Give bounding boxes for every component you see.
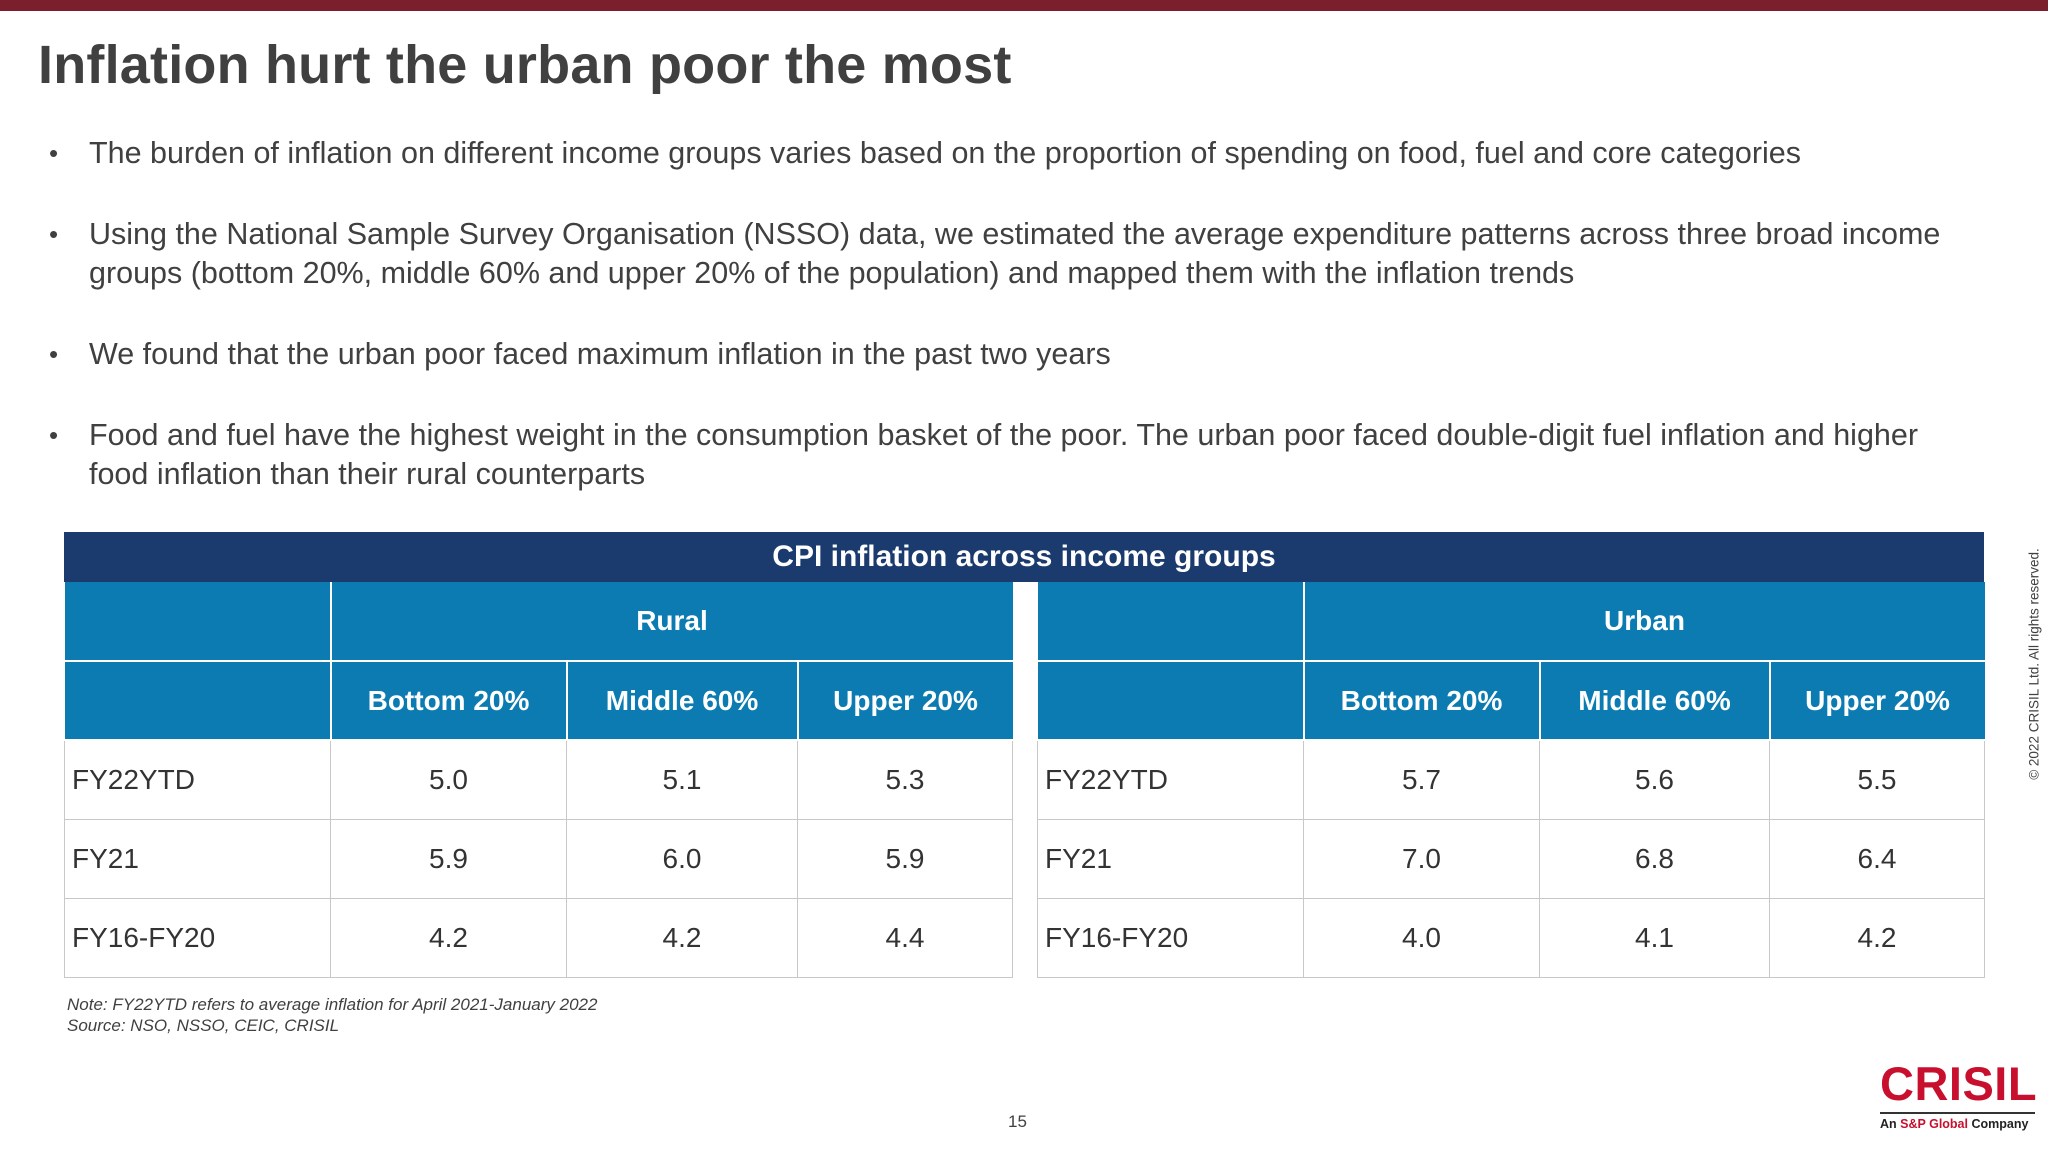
table-row: FY22YTD 5.7 5.6 5.5 (1037, 739, 1985, 820)
value-cell: 4.2 (330, 897, 567, 978)
value-cell: 5.1 (566, 739, 798, 820)
value-cell: 5.5 (1769, 739, 1985, 820)
crisil-logo: CRISIL An S&P Global Company (1880, 1057, 2038, 1131)
value-cell: 5.7 (1303, 739, 1540, 820)
rural-group-header: Rural (330, 582, 1013, 662)
bullet-text: Food and fuel have the highest weight in… (89, 418, 1919, 491)
bullet-text: We found that the urban poor faced maxim… (89, 337, 1111, 371)
period-cell: FY16-FY20 (64, 897, 331, 978)
value-cell: 6.8 (1539, 818, 1770, 899)
table-row: FY21 7.0 6.8 6.4 (1037, 818, 1985, 899)
rural-table: Rural Bottom 20% Middle 60% Upper 20% FY… (64, 582, 1013, 978)
table-row: FY16-FY20 4.0 4.1 4.2 (1037, 897, 1985, 978)
value-cell: 5.0 (330, 739, 567, 820)
footnote: Note: FY22YTD refers to average inflatio… (67, 994, 597, 1036)
value-cell: 5.3 (797, 739, 1013, 820)
column-header: Bottom 20% (1303, 661, 1541, 741)
value-cell: 4.1 (1539, 897, 1770, 978)
source-text: Source: NSO, NSSO, CEIC, CRISIL (67, 1016, 340, 1035)
value-cell: 4.0 (1303, 897, 1540, 978)
logo-wordmark: CRISIL (1880, 1057, 2038, 1110)
bullet-icon (49, 215, 58, 254)
period-cell: FY22YTD (1037, 739, 1304, 820)
copyright-notice: © 2022 CRISIL Ltd. All rights reserved. (2026, 548, 2042, 780)
table-title: CPI inflation across income groups (64, 532, 1984, 582)
column-header: Upper 20% (1769, 661, 1985, 741)
value-cell: 5.9 (330, 818, 567, 899)
value-cell: 4.2 (566, 897, 798, 978)
column-header: Upper 20% (797, 661, 1013, 741)
period-cell: FY22YTD (64, 739, 331, 820)
column-header: Middle 60% (1539, 661, 1771, 741)
header-blank (64, 661, 332, 741)
urban-group-header: Urban (1303, 582, 1985, 662)
table-row: FY22YTD 5.0 5.1 5.3 (64, 739, 1013, 820)
bullet-text: The burden of inflation on different inc… (89, 136, 1801, 170)
bullet-item: Using the National Sample Survey Organis… (40, 215, 1970, 293)
logo-tagline: An S&P Global Company (1880, 1117, 2029, 1131)
bullet-icon (49, 416, 58, 455)
page-number: 15 (1008, 1112, 1027, 1131)
note-text: Note: FY22YTD refers to average inflatio… (67, 995, 598, 1014)
bullet-text: Using the National Sample Survey Organis… (89, 217, 1941, 290)
header-blank (64, 582, 332, 662)
top-accent-bar (0, 0, 2048, 11)
value-cell: 7.0 (1303, 818, 1540, 899)
column-header: Bottom 20% (330, 661, 568, 741)
value-cell: 5.9 (797, 818, 1013, 899)
value-cell: 6.0 (566, 818, 798, 899)
value-cell: 4.2 (1769, 897, 1985, 978)
bullet-item: The burden of inflation on different inc… (40, 134, 1970, 173)
value-cell: 4.4 (797, 897, 1013, 978)
table-row: FY21 5.9 6.0 5.9 (64, 818, 1013, 899)
bullet-icon (49, 335, 58, 374)
bullet-item: We found that the urban poor faced maxim… (40, 335, 1970, 374)
header-blank (1037, 661, 1305, 741)
header-blank (1037, 582, 1305, 662)
logo-divider (1880, 1112, 2035, 1114)
period-cell: FY21 (64, 818, 331, 899)
period-cell: FY16-FY20 (1037, 897, 1304, 978)
bullet-list: The burden of inflation on different inc… (40, 134, 1970, 536)
column-header: Middle 60% (566, 661, 799, 741)
bullet-icon (49, 134, 58, 173)
urban-table: Urban Bottom 20% Middle 60% Upper 20% FY… (1037, 582, 1985, 978)
table-row: FY16-FY20 4.2 4.2 4.4 (64, 897, 1013, 978)
value-cell: 5.6 (1539, 739, 1770, 820)
value-cell: 6.4 (1769, 818, 1985, 899)
slide-title: Inflation hurt the urban poor the most (38, 35, 1012, 95)
bullet-item: Food and fuel have the highest weight in… (40, 416, 1970, 494)
period-cell: FY21 (1037, 818, 1304, 899)
